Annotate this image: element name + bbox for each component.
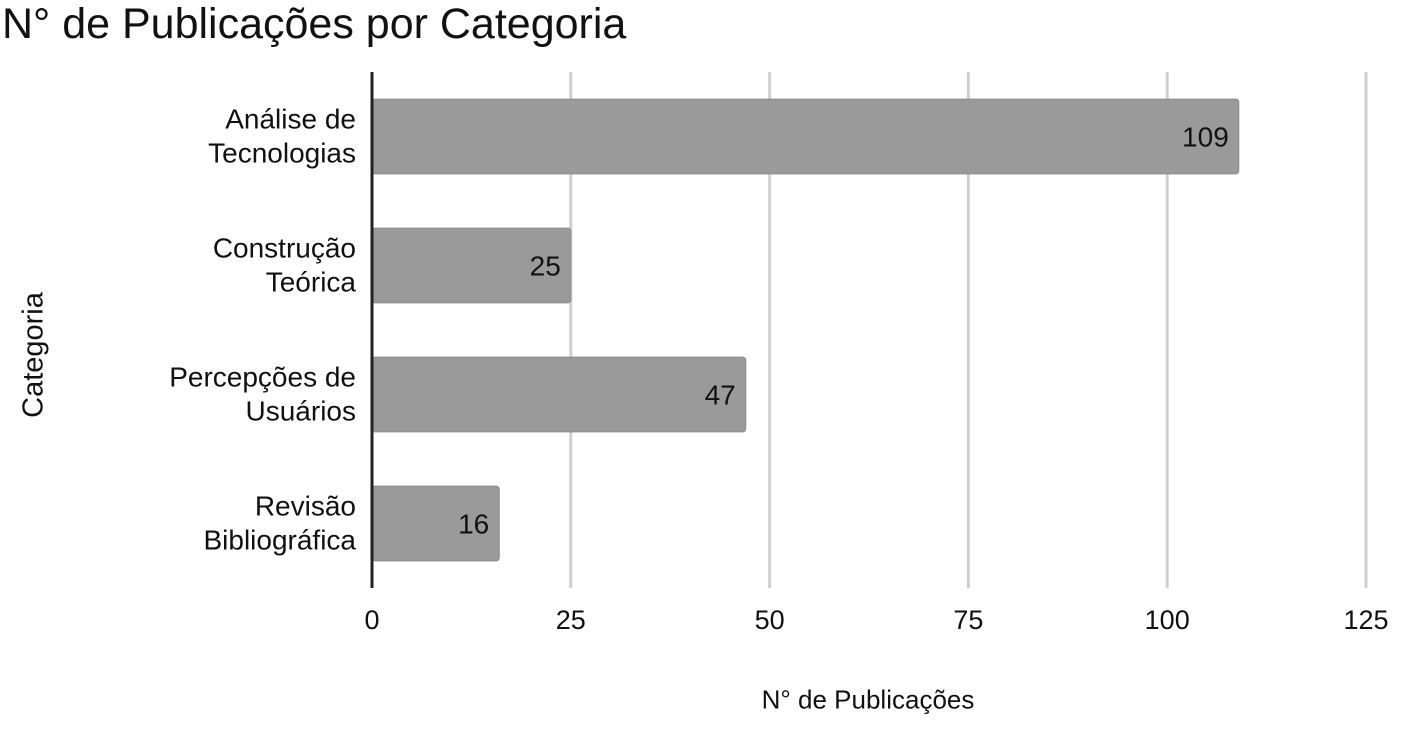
bar-value-label: 25: [530, 251, 561, 282]
x-tick-label: 100: [1145, 605, 1190, 635]
x-tick-label: 125: [1343, 605, 1388, 635]
x-tick-label: 50: [755, 605, 785, 635]
bar-value-label: 47: [705, 380, 736, 411]
bar: [371, 356, 747, 433]
category-label: Análise de Tecnologias: [208, 104, 356, 169]
category-label: Revisão Bibliográfica: [203, 491, 356, 556]
bar-value-label: 109: [1182, 122, 1229, 153]
category-label-line: Revisão: [255, 491, 356, 522]
category-label-line: Tecnologias: [208, 138, 356, 169]
category-label-line: Percepções de: [169, 362, 356, 393]
category-label-line: Análise de: [225, 104, 356, 135]
category-label-line: Usuários: [246, 396, 356, 427]
category-label-line: Bibliográfica: [203, 525, 356, 556]
category-label: Percepções de Usuários: [169, 362, 356, 427]
x-tick-label: 25: [556, 605, 586, 635]
x-tick-label: 0: [364, 605, 379, 635]
x-axis-label: N° de Publicações: [761, 684, 975, 715]
category-label: Construção Teórica: [213, 233, 357, 298]
category-label-line: Construção: [213, 233, 356, 264]
bar: [371, 98, 1240, 175]
chart-title: N° de Publicações por Categoria: [2, 0, 627, 48]
x-tick-label: 75: [953, 605, 983, 635]
category-label-line: Teórica: [266, 267, 357, 298]
bar-value-label: 16: [458, 509, 489, 540]
